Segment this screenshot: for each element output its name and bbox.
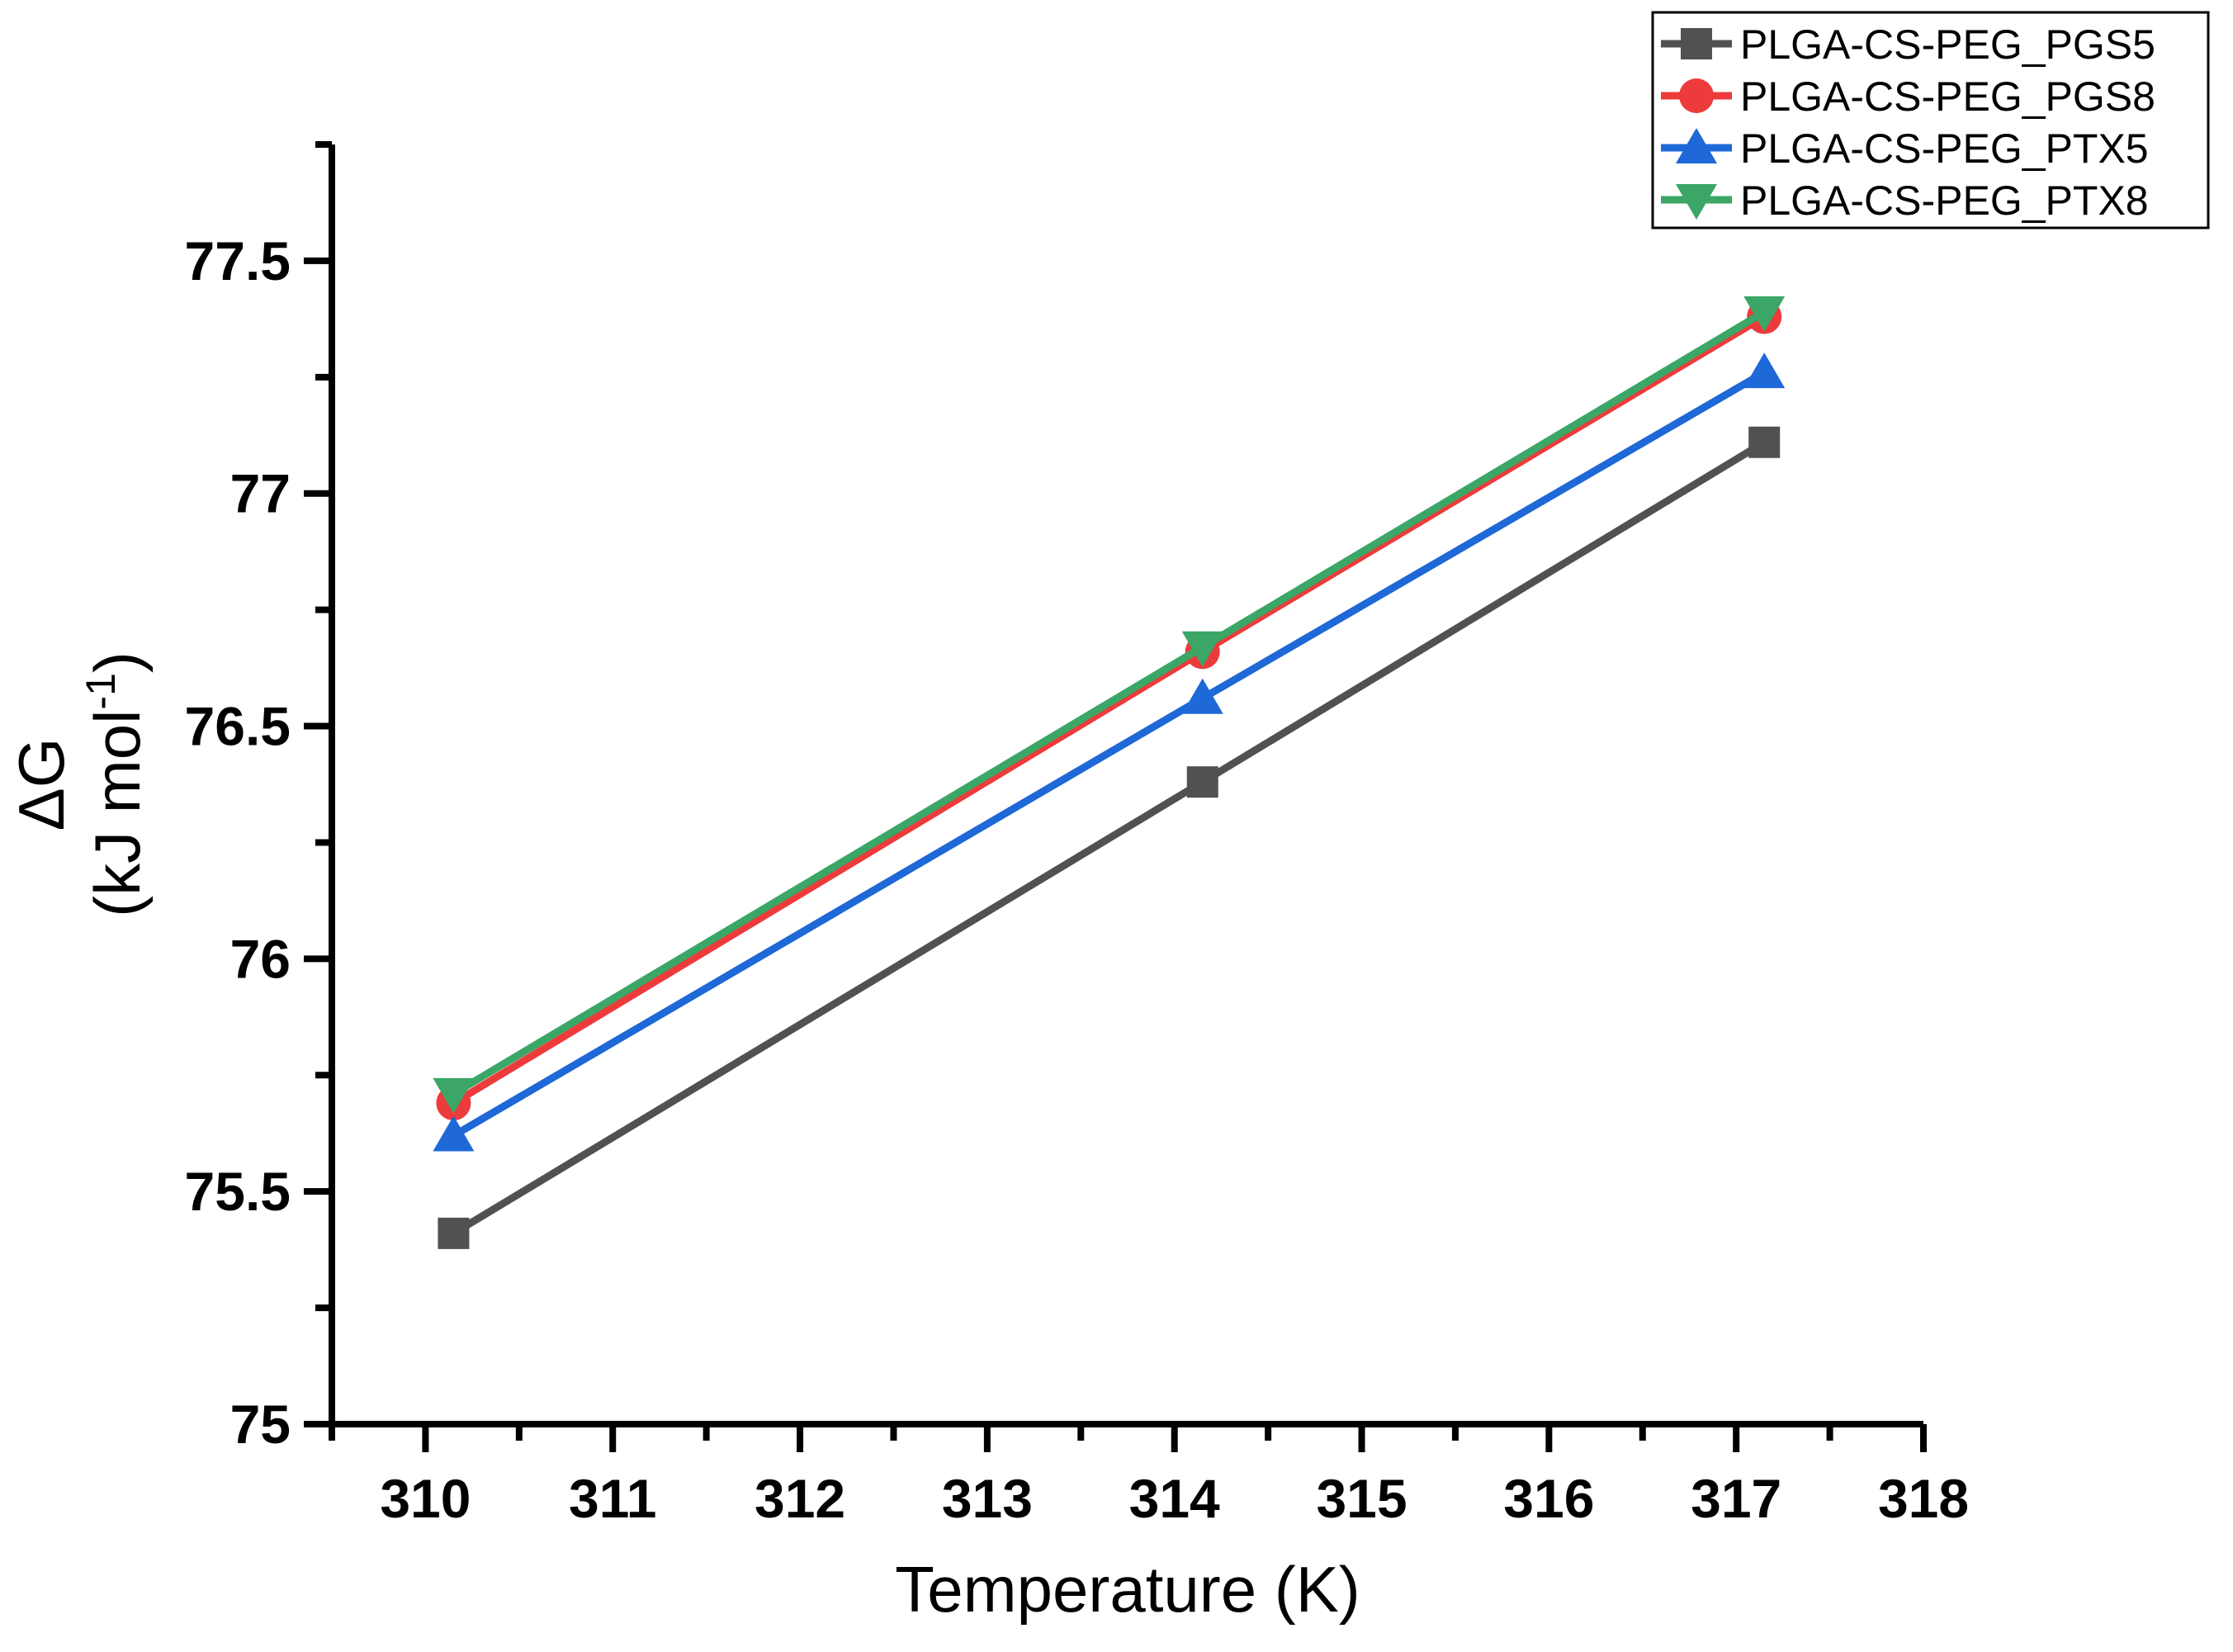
y-axis-title-line-2: (kJ mol-1)	[78, 651, 154, 917]
series-0	[438, 426, 1781, 1249]
series-1-line	[452, 313, 1767, 1106]
legend-marker	[1681, 28, 1712, 59]
legend-label: PLGA-CS-PEG_PGS8	[1740, 73, 2155, 120]
x-tick-label: 315	[1316, 1468, 1407, 1529]
series-3-marker	[1743, 296, 1786, 332]
y-tick-label: 76	[230, 928, 291, 989]
series-0-line	[452, 438, 1767, 1237]
series-0-marker	[1748, 426, 1781, 458]
x-tick-label: 316	[1503, 1468, 1594, 1529]
x-tick-label: 310	[380, 1468, 471, 1529]
series-2-marker	[433, 1115, 475, 1152]
x-tick-label: 312	[755, 1468, 845, 1529]
legend-label: PLGA-CS-PEG_PTX5	[1740, 125, 2149, 172]
x-axis-title: Temperature (K)	[895, 1553, 1360, 1626]
series-2-marker	[1181, 678, 1223, 714]
y-tick-label: 75.5	[185, 1161, 291, 1222]
y-tick-label: 77	[230, 463, 291, 524]
series-3	[433, 296, 1786, 1114]
legend-marker	[1676, 128, 1717, 163]
x-tick-label: 317	[1691, 1468, 1781, 1529]
x-tick-label: 314	[1129, 1468, 1220, 1529]
legend-marker	[1676, 184, 1717, 220]
series-2-marker	[1743, 353, 1786, 389]
tick-labels: 75 75.5 76 76.5 77 77.5 310 311 312 313 314 315 316 3…	[185, 230, 1970, 1529]
series-0-marker	[438, 1217, 470, 1249]
legend-item: PLGA-CS-PEG_PTX8	[1661, 178, 2149, 224]
series-2	[433, 353, 1786, 1152]
legend-item: PLGA-CS-PEG_PGS8	[1661, 73, 2155, 120]
y-tick-label: 75	[230, 1394, 291, 1455]
x-tick-label: 313	[942, 1468, 1033, 1529]
y-axis-title-line-1: ΔG	[5, 738, 78, 831]
legend-item: PLGA-CS-PEG_PGS5	[1661, 21, 2155, 68]
plot-axes	[304, 141, 1927, 1452]
legend-marker	[1679, 78, 1714, 113]
legend: PLGA-CS-PEG_PGS5 PLGA-CS-PEG_PGS8 PLGA-CS-…	[1651, 11, 2210, 230]
y-tick-label: 77.5	[185, 230, 291, 291]
legend-box	[1651, 11, 2210, 230]
y-tick-label: 76.5	[185, 696, 291, 757]
series-0-marker	[1186, 766, 1218, 798]
series-3-marker	[1181, 631, 1223, 667]
legend-label: PLGA-CS-PEG_PGS5	[1740, 21, 2155, 68]
x-tick-label: 318	[1878, 1468, 1969, 1529]
series-3-marker	[433, 1077, 475, 1114]
series-3-line	[452, 309, 1767, 1097]
x-tick-label: 311	[569, 1468, 656, 1529]
legend-item: PLGA-CS-PEG_PTX5	[1661, 125, 2149, 172]
legend-label: PLGA-CS-PEG_PTX8	[1740, 178, 2149, 224]
series-2-line	[452, 369, 1767, 1139]
